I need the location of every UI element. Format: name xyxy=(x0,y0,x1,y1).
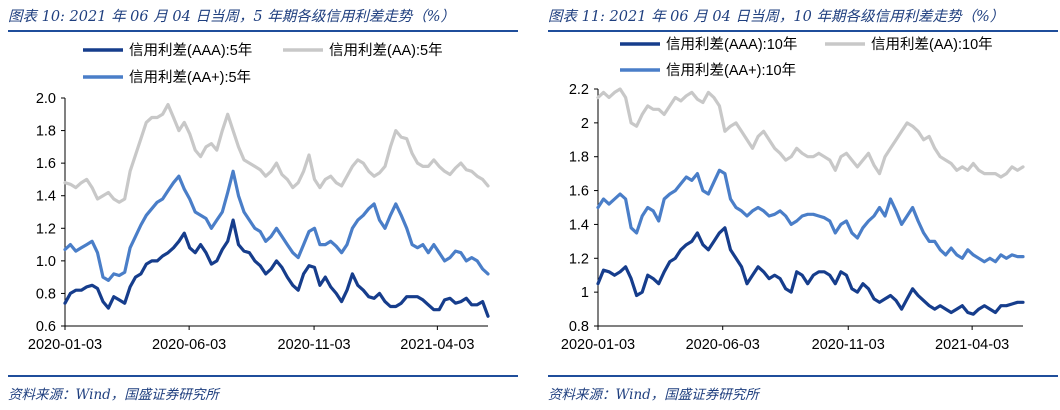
y-tick-label: 2.2 xyxy=(569,82,589,98)
y-tick-label: 1.2 xyxy=(569,251,589,267)
y-tick-label: 0.8 xyxy=(569,319,589,335)
x-tick-label: 2020-11-03 xyxy=(278,337,351,353)
legend-label: 信用利差(AA+):5年 xyxy=(129,69,251,86)
chart-panel-10y: 图表 11: 2021 年 06 月 04 日当周，10 年期各级信用利差走势（… xyxy=(548,0,1060,410)
y-tick-label: 1.4 xyxy=(36,189,56,205)
y-tick-label: 1.2 xyxy=(36,221,56,237)
x-tick-label: 2020-06-03 xyxy=(152,337,226,353)
y-tick-label: 1 xyxy=(581,285,589,301)
y-tick-label: 1.8 xyxy=(569,150,589,166)
x-tick-label: 2021-04-03 xyxy=(400,337,474,353)
legend-label: 信用利差(AA+):10年 xyxy=(666,62,796,79)
x-tick-label: 2021-04-03 xyxy=(935,337,1009,353)
series-line xyxy=(596,87,1025,179)
y-tick-label: 1.6 xyxy=(36,156,56,172)
y-tick-label: 1.4 xyxy=(569,217,589,233)
legend-label: 信用利差(AAA):10年 xyxy=(666,36,797,53)
source-note: 资料来源：Wind，国盛证券研究所 xyxy=(8,387,219,403)
chart-title: 图表 10: 2021 年 06 月 04 日当周，5 年期各级信用利差走势（%… xyxy=(8,9,456,25)
x-tick-label: 2020-01-03 xyxy=(28,337,102,353)
title-rule xyxy=(8,30,518,32)
y-tick-label: 2.0 xyxy=(36,91,56,107)
legend-label: 信用利差(AA):10年 xyxy=(871,36,993,53)
legend-label: 信用利差(AA):5年 xyxy=(329,42,443,59)
source-rule xyxy=(548,375,1058,377)
x-tick-label: 2020-01-03 xyxy=(561,337,635,353)
y-tick-label: 1.8 xyxy=(36,124,56,140)
series-line xyxy=(63,218,490,318)
series-line xyxy=(596,226,1025,316)
legend-label: 信用利差(AAA):5年 xyxy=(129,42,252,59)
series-line xyxy=(63,169,490,282)
title-rule xyxy=(548,30,1058,32)
x-tick-label: 2020-06-03 xyxy=(686,337,760,353)
y-tick-label: 2 xyxy=(581,116,589,132)
y-tick-label: 1.6 xyxy=(569,184,589,200)
source-rule xyxy=(8,375,518,377)
credit-spread-5y-chart: 0.6 0.8 1.0 1.2 1.4 1.6 1.8 2.0 2020-01-03 2020-0… xyxy=(28,42,490,353)
series-line xyxy=(63,102,490,204)
chart-panel-5y: 图表 10: 2021 年 06 月 04 日当周，5 年期各级信用利差走势（%… xyxy=(8,0,523,410)
chart-title: 图表 11: 2021 年 06 月 04 日当周，10 年期各级信用利差走势（… xyxy=(548,9,1005,25)
y-tick-label: 0.6 xyxy=(36,319,56,335)
series-line xyxy=(596,168,1025,264)
y-tick-label: 1.0 xyxy=(36,254,56,270)
y-tick-label: 0.8 xyxy=(36,286,56,302)
x-tick-label: 2020-11-03 xyxy=(812,337,885,353)
source-note: 资料来源：Wind，国盛证券研究所 xyxy=(548,387,759,403)
credit-spread-10y-chart: 0.8 1 1.2 1.4 1.6 1.8 2 2.2 2020-01-03 2020-06-03… xyxy=(561,36,1025,353)
